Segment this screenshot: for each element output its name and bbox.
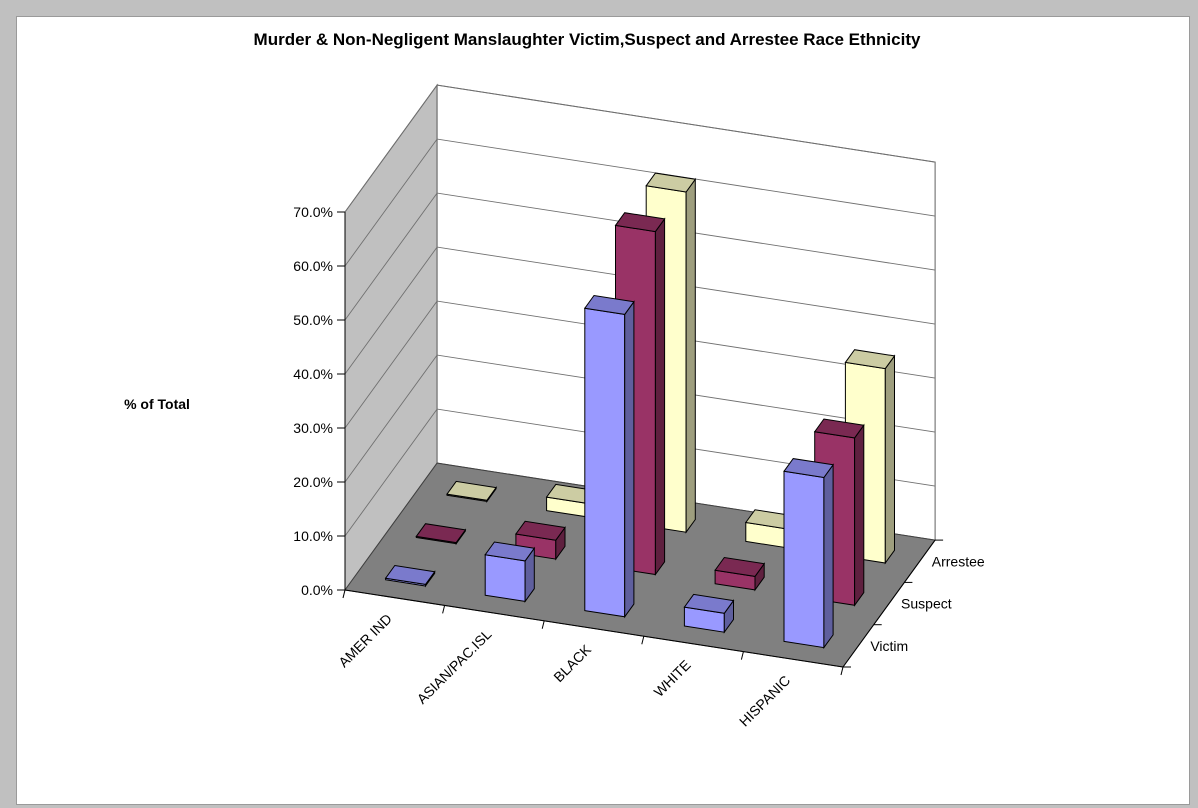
bar-top <box>813 418 865 439</box>
x-tick-mark <box>740 651 744 660</box>
chart-frame: Murder & Non-Negligent Manslaughter Vict… <box>16 16 1190 805</box>
depth-tick-label: Victim <box>870 638 908 654</box>
y-axis-label: % of Total <box>124 396 190 412</box>
gridline <box>344 408 936 537</box>
bar-top <box>583 294 635 315</box>
plot-area: 0.0% 10.0% 20.0% 30.0% 40.0% 50.0% 60.0% 70.0% A… <box>293 83 985 729</box>
bar-side <box>654 217 666 577</box>
x-tick-mark <box>442 605 446 614</box>
x-tick-label: BLACK <box>550 641 594 685</box>
bar-top <box>515 520 566 541</box>
bar <box>683 593 735 634</box>
y-tick-label: 50.0% <box>293 312 333 328</box>
x-tick-label: ASIAN/PAC.ISL <box>414 626 495 707</box>
y-tick-label: 40.0% <box>293 366 333 382</box>
depth-tick-label: Suspect <box>901 596 952 612</box>
gridline <box>344 138 936 267</box>
bar-top <box>645 172 697 193</box>
chart-canvas: Murder & Non-Negligent Manslaughter Vict… <box>124 30 985 729</box>
bar-front <box>783 470 825 649</box>
bar <box>744 509 796 550</box>
bar <box>484 541 536 603</box>
bar-top <box>783 458 834 479</box>
x-tick-label: WHITE <box>651 657 694 700</box>
bar <box>583 294 635 619</box>
bar-top <box>683 593 735 614</box>
bar-front <box>584 307 626 618</box>
x-tick-mark <box>342 589 346 599</box>
y-tick-label: 0.0% <box>301 582 333 598</box>
y-tick-label: 60.0% <box>293 258 333 274</box>
bar <box>783 458 834 650</box>
bar <box>384 564 436 588</box>
y-tick-label: 70.0% <box>293 204 333 220</box>
x-tick-mark <box>541 620 545 629</box>
bar-top <box>714 556 766 577</box>
gridline <box>344 246 936 375</box>
bar <box>714 556 766 592</box>
bar <box>446 480 497 503</box>
bar-side <box>823 463 834 650</box>
x-axis-line <box>344 589 844 668</box>
bar-side <box>624 300 635 619</box>
gridline <box>344 354 936 483</box>
gridline <box>344 84 936 213</box>
bar-top <box>415 523 467 544</box>
depth-tick-label: Arrestee <box>932 553 985 569</box>
depth-axis-line <box>842 539 936 668</box>
bar-top <box>484 541 536 562</box>
bar-top <box>844 349 896 370</box>
x-tick-mark <box>641 636 645 645</box>
bar-side <box>884 354 895 565</box>
bar-top <box>446 480 497 501</box>
x-tick-label: HISPANIC <box>736 672 793 729</box>
y-tick-label: 20.0% <box>293 474 333 490</box>
bar-side <box>685 177 696 534</box>
chart-title: Murder & Non-Negligent Manslaughter Vict… <box>254 30 921 49</box>
x-tick-label: AMER IND <box>335 611 395 671</box>
bar <box>415 523 467 546</box>
x-tick-mark <box>840 666 844 676</box>
gridline <box>344 192 936 321</box>
bar-front <box>484 554 526 602</box>
bar-side <box>854 423 865 607</box>
bar-top <box>614 212 666 233</box>
gridline <box>344 300 936 429</box>
bar-top <box>384 564 436 585</box>
y-tick-label: 30.0% <box>293 420 333 436</box>
y-tick-label: 10.0% <box>293 528 333 544</box>
